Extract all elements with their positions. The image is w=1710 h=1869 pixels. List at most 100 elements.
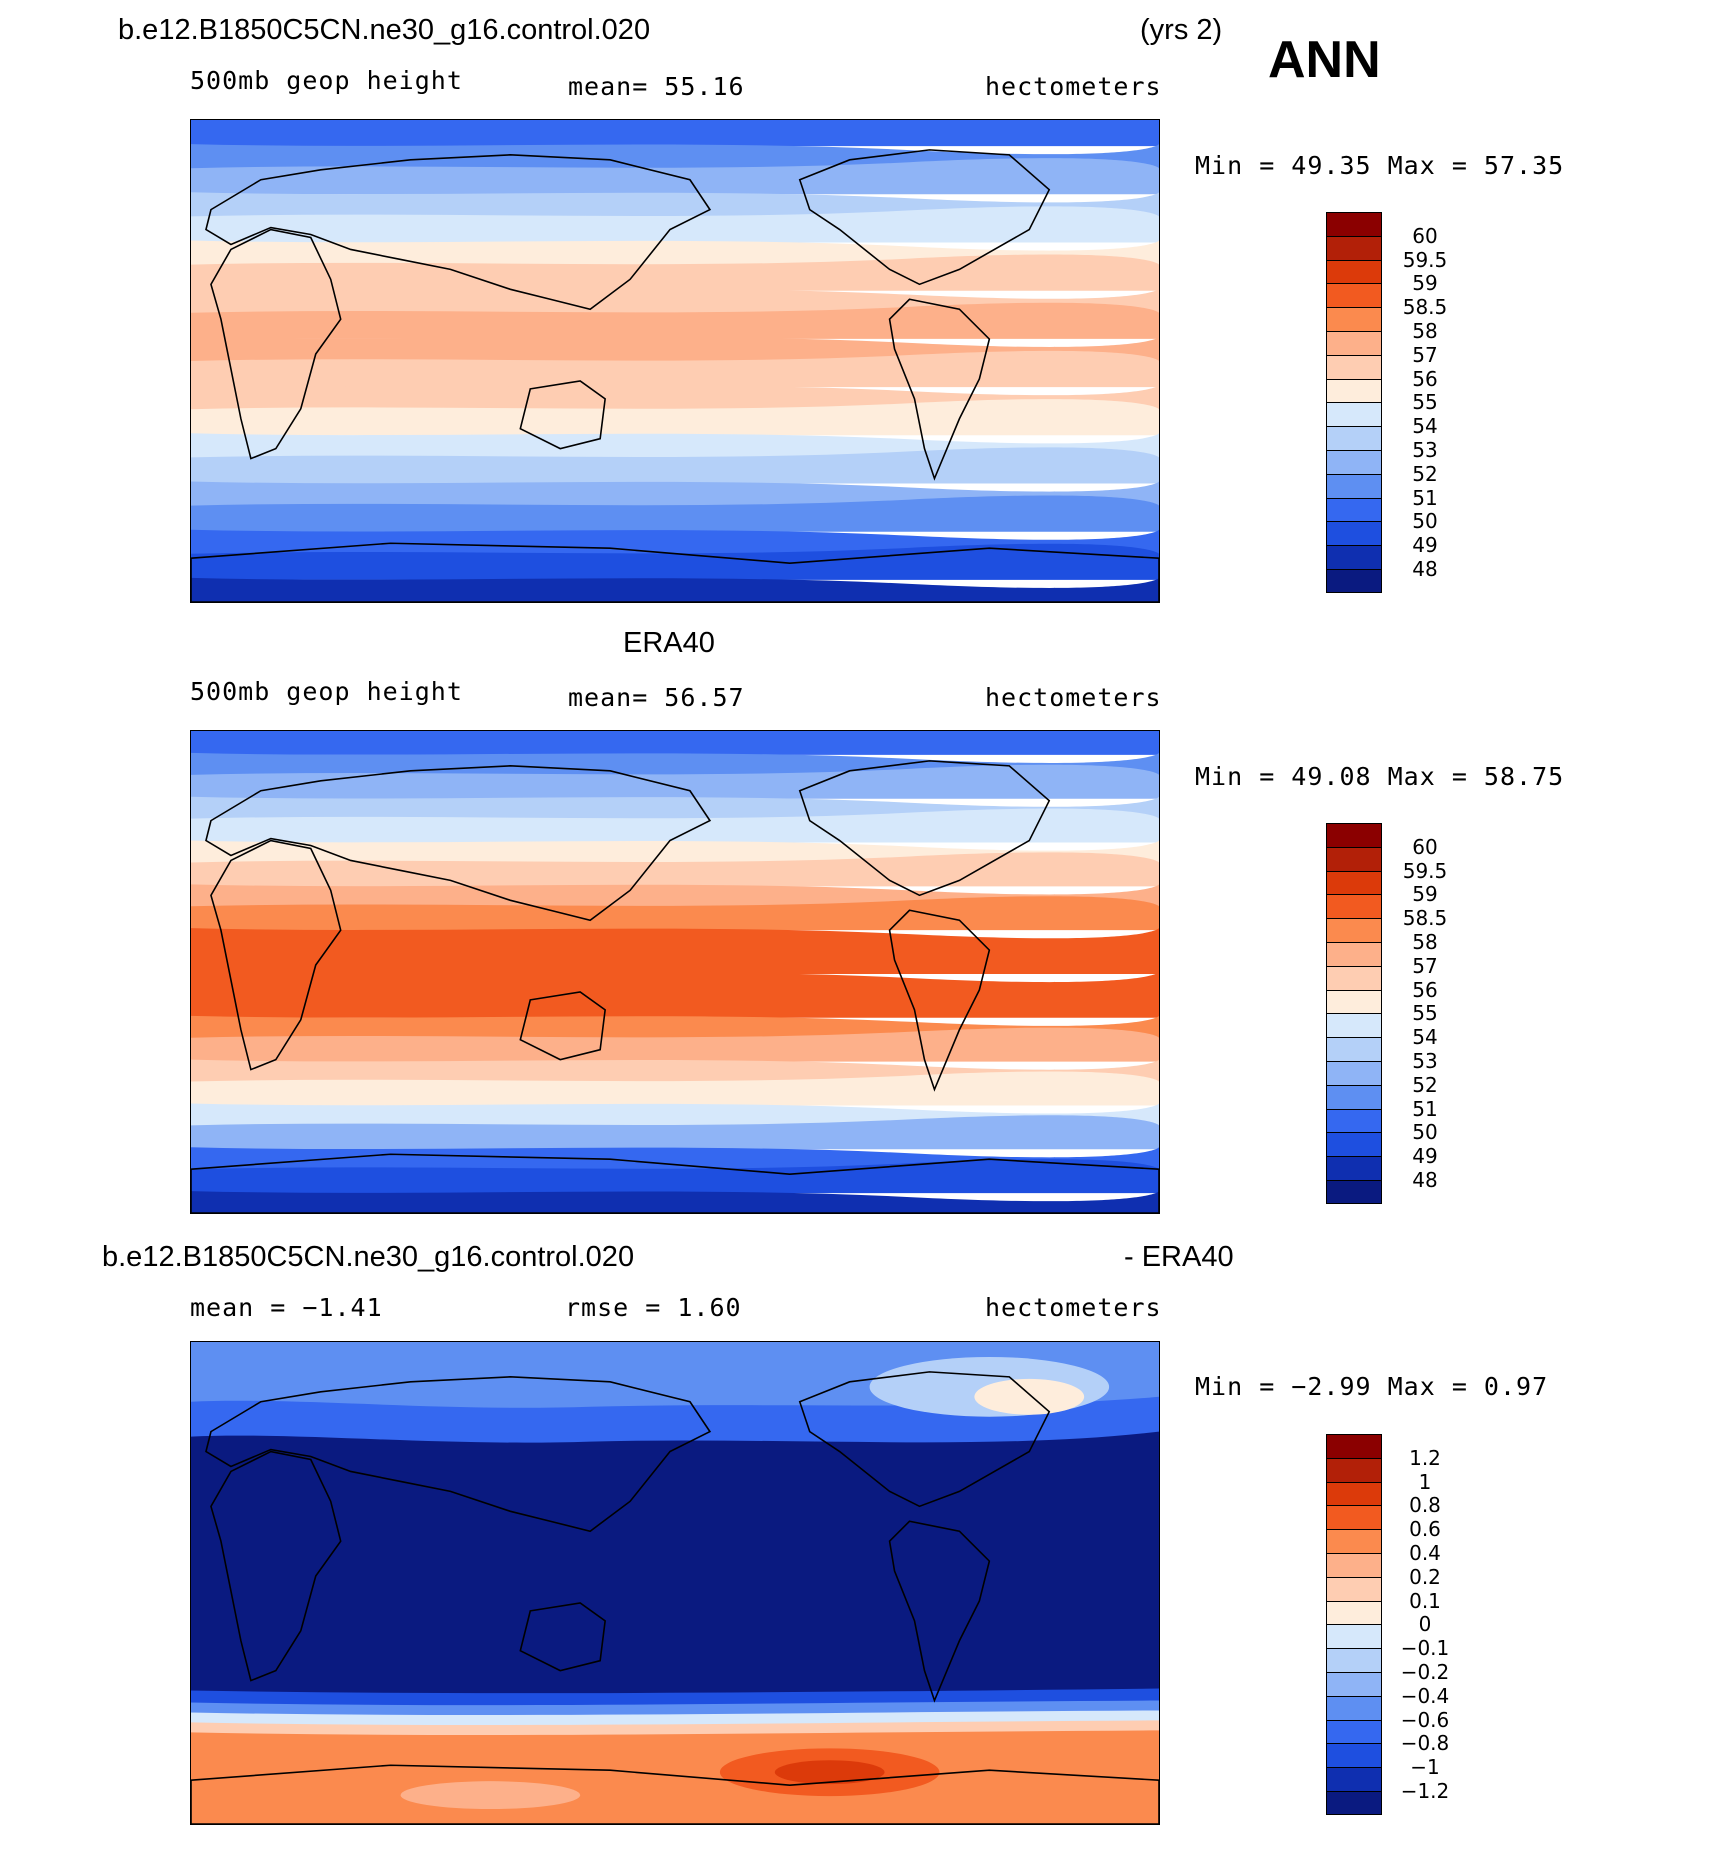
colorbar-swatch: [1326, 1576, 1382, 1601]
colorbar-swatch: [1326, 1790, 1382, 1815]
colorbar-tick-label: 53: [1412, 438, 1438, 462]
colorbar-tick-label: 55: [1412, 1001, 1438, 1026]
colorbar-swatch: [1326, 1156, 1382, 1180]
colorbar-tick-label: 49: [1412, 533, 1438, 558]
colorbar-tick-label: 59.5: [1402, 858, 1448, 883]
colorbar-swatch: [1326, 1457, 1382, 1482]
colorbar-tick-label: 54: [1412, 414, 1438, 439]
panel2-units: hectometers: [985, 683, 1162, 712]
colorbar-swatch: [1326, 870, 1382, 895]
colorbar-swatch: [1326, 1552, 1382, 1577]
colorbar-tick-label: −0.6: [1400, 1707, 1450, 1732]
colorbar-swatch: [1326, 1600, 1382, 1625]
panel2-title: ERA40: [623, 627, 715, 659]
colorbar-tick-label: 56: [1412, 366, 1438, 391]
panel1-map: [190, 119, 1160, 603]
panel2-variable: 500mb geop height: [190, 677, 463, 706]
colorbar-tick-label: −0.2: [1400, 1660, 1450, 1684]
colorbar-tick-label: 58: [1412, 319, 1438, 343]
colorbar-tick-label: 0: [1418, 1612, 1432, 1637]
colorbar-swatch: [1326, 1671, 1382, 1696]
colorbar-swatch: [1326, 1132, 1382, 1157]
colorbar-swatch: [1326, 1013, 1382, 1038]
colorbar-tick-label: 51: [1412, 1096, 1438, 1121]
panel3-colorbar: [1326, 1434, 1382, 1815]
colorbar-tick-label: 49: [1412, 1144, 1438, 1169]
panel3-units: hectometers: [985, 1293, 1162, 1322]
colorbar-tick-label: 53: [1412, 1049, 1438, 1073]
colorbar-tick-label: −0.4: [1400, 1683, 1450, 1708]
panel3-map-svg: [191, 1342, 1159, 1824]
panel3-title-right: - ERA40: [1124, 1241, 1234, 1273]
colorbar-swatch: [1326, 1108, 1382, 1133]
colorbar-tick-label: 56: [1412, 977, 1438, 1002]
colorbar-swatch: [1326, 330, 1382, 355]
colorbar-tick-label: 0.4: [1409, 1541, 1441, 1565]
colorbar-swatch: [1326, 823, 1382, 847]
colorbar-tick-label: 59: [1412, 271, 1438, 296]
colorbar-tick-label: 50: [1412, 509, 1438, 534]
colorbar-tick-label: 1: [1418, 1469, 1432, 1494]
colorbar-tick-label: 58.5: [1402, 906, 1448, 931]
colorbar-swatch: [1326, 1719, 1382, 1744]
colorbar-swatch: [1326, 1743, 1382, 1768]
colorbar-tick-label: 48: [1412, 1168, 1438, 1192]
colorbar-tick-label: 58: [1412, 930, 1438, 954]
colorbar-swatch: [1326, 283, 1382, 308]
panel2-colorbar: [1326, 823, 1382, 1204]
colorbar-tick-label: 60: [1412, 834, 1438, 859]
colorbar-swatch: [1326, 918, 1382, 942]
panel1-units: hectometers: [985, 72, 1162, 101]
colorbar-swatch: [1326, 449, 1382, 474]
panel1-variable: 500mb geop height: [190, 66, 463, 95]
colorbar-swatch: [1326, 235, 1382, 260]
colorbar-swatch: [1326, 1179, 1382, 1204]
season-label: ANN: [1268, 31, 1381, 89]
panel2-minmax: Min = 49.08 Max = 58.75: [1195, 762, 1565, 791]
colorbar-tick-label: −1.2: [1400, 1779, 1450, 1803]
panel3-minmax: Min = −2.99 Max = 0.97: [1195, 1372, 1549, 1401]
colorbar-swatch: [1326, 426, 1382, 450]
colorbar-tick-label: 0.1: [1409, 1588, 1441, 1613]
colorbar-swatch: [1326, 1060, 1382, 1085]
colorbar-tick-label: 50: [1412, 1120, 1438, 1145]
colorbar-swatch: [1326, 1084, 1382, 1109]
panel2-map: [190, 730, 1160, 1214]
colorbar-tick-label: 52: [1412, 1072, 1438, 1097]
colorbar-tick-label: −0.1: [1400, 1636, 1450, 1661]
colorbar-tick-label: 52: [1412, 461, 1438, 486]
panel1-minmax: Min = 49.35 Max = 57.35: [1195, 151, 1565, 180]
colorbar-swatch: [1326, 941, 1382, 966]
colorbar-tick-label: 59.5: [1402, 247, 1448, 272]
panel3-map: [190, 1341, 1160, 1825]
panel2-map-svg: [191, 731, 1159, 1213]
colorbar-swatch: [1326, 1434, 1382, 1458]
colorbar-swatch: [1326, 473, 1382, 498]
panel1-map-svg: [191, 120, 1159, 602]
colorbar-swatch: [1326, 568, 1382, 593]
colorbar-swatch: [1326, 521, 1382, 546]
colorbar-tick-label: 57: [1412, 342, 1438, 367]
colorbar-tick-label: 58.5: [1402, 295, 1448, 320]
colorbar-tick-label: 0.2: [1409, 1564, 1441, 1589]
colorbar-swatch: [1326, 965, 1382, 990]
colorbar-swatch: [1326, 354, 1382, 379]
panel3-rmse: rmse = 1.60: [565, 1293, 742, 1322]
colorbar-swatch: [1326, 1481, 1382, 1506]
panel3-title-left: b.e12.B1850C5CN.ne30_g16.control.020: [102, 1241, 635, 1273]
colorbar-tick-label: 60: [1412, 223, 1438, 248]
panel1-mean: mean= 55.16: [568, 72, 745, 101]
colorbar-swatch: [1326, 545, 1382, 569]
colorbar-swatch: [1326, 894, 1382, 919]
colorbar-swatch: [1326, 497, 1382, 522]
panel1-colorbar: [1326, 212, 1382, 593]
colorbar-tick-label: 54: [1412, 1025, 1438, 1050]
colorbar-tick-label: 1.2: [1409, 1445, 1441, 1470]
colorbar-swatch: [1326, 378, 1382, 403]
colorbar-tick-label: 55: [1412, 390, 1438, 415]
colorbar-tick-label: 0.8: [1409, 1493, 1441, 1518]
colorbar-swatch: [1326, 846, 1382, 871]
panel3-mean: mean = −1.41: [190, 1293, 383, 1322]
colorbar-tick-label: −1: [1410, 1755, 1440, 1780]
colorbar-swatch: [1326, 1695, 1382, 1720]
